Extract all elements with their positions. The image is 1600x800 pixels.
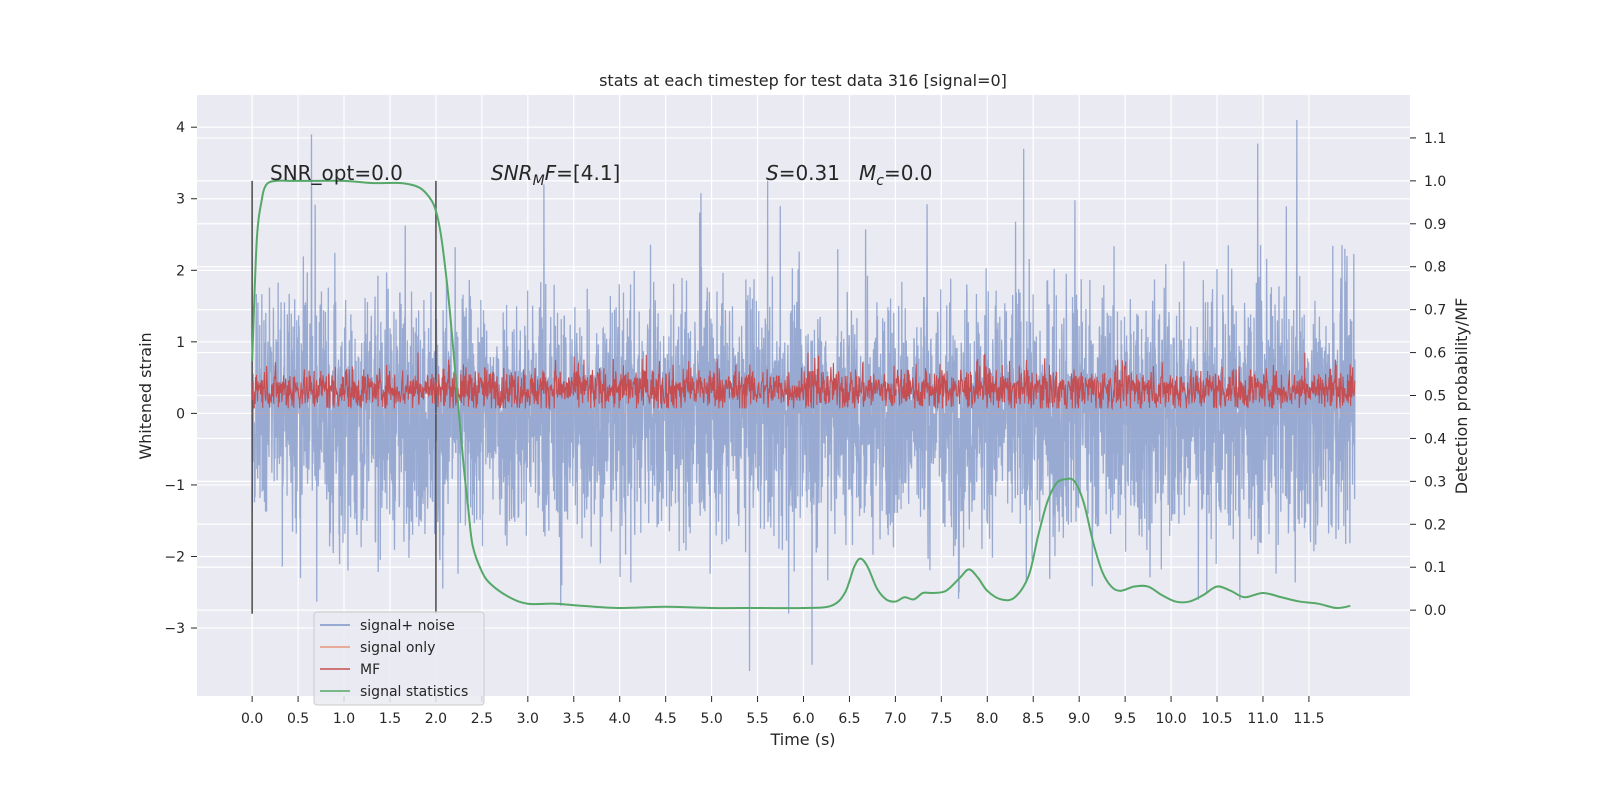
y-tick-label: −3 — [164, 621, 185, 637]
annotation-mc: Mc=0.0 — [859, 161, 933, 189]
y-right-axis-ticks: 1.1 1.0 0.9 0.8 0.7 0.6 0.5 0.4 0.3 0.2 0.1 0.0 — [1410, 131, 1446, 619]
signal-statistics-series — [251, 179, 1351, 610]
x-tick-label: 9.5 — [1114, 711, 1136, 727]
x-tick-label: 5.5 — [746, 711, 768, 727]
x-tick-label: 6.5 — [838, 711, 860, 727]
y-axis-ticks: 4 3 2 1 0 −1 −2 −3 — [164, 120, 197, 637]
y-right-axis-label: Detection probability/MF — [1452, 298, 1471, 495]
y-axis-label: Whitened strain — [136, 332, 155, 459]
x-axis-ticks: 0.0 0.5 1.0 1.5 2.0 2.5 3.0 3.5 4.0 4.5 5.0 5.5 6.0 6… — [241, 696, 1325, 727]
y-right-tick-label: 1.1 — [1424, 131, 1446, 147]
y-right-tick-label: 0.8 — [1424, 260, 1446, 276]
y-right-tick-label: 0.3 — [1424, 474, 1446, 490]
y-right-tick-label: 0.7 — [1424, 303, 1446, 319]
x-tick-label: 8.5 — [1022, 711, 1044, 727]
annotations: SNR_opt=0.0 SNRMF=[4.1] S=0.31 Mc=0.0 — [270, 161, 933, 189]
legend-entry-signal-only: signal only — [320, 640, 435, 656]
legend-label: signal statistics — [360, 684, 468, 700]
x-tick-label: 11.0 — [1247, 711, 1278, 727]
chart-title: stats at each timestep for test data 316… — [599, 71, 1007, 90]
x-tick-label: 1.5 — [379, 711, 401, 727]
y-tick-label: 3 — [176, 192, 185, 208]
x-tick-label: 7.0 — [884, 711, 906, 727]
annotation-s: S=0.31 — [766, 161, 840, 185]
legend-entry-signal-statistics: signal statistics — [320, 684, 468, 700]
x-tick-label: 0.0 — [241, 711, 263, 727]
x-tick-label: 1.0 — [333, 711, 355, 727]
legend-label: signal+ noise — [360, 618, 455, 634]
x-axis-label: Time (s) — [769, 730, 835, 749]
x-tick-label: 11.5 — [1293, 711, 1324, 727]
legend-label: MF — [360, 662, 380, 678]
signal-statistics-line — [251, 179, 1351, 610]
y-tick-label: −2 — [164, 549, 185, 565]
annotation-snr-mf: SNRMF=[4.1] — [491, 161, 620, 189]
y-tick-label: 4 — [176, 120, 185, 136]
x-tick-label: 4.5 — [655, 711, 677, 727]
y-tick-label: 0 — [176, 406, 185, 422]
legend-label: signal only — [360, 640, 435, 656]
x-tick-label: 2.0 — [425, 711, 447, 727]
legend-box — [313, 611, 485, 706]
y-right-tick-label: 0.1 — [1424, 560, 1446, 576]
y-right-tick-label: 1.0 — [1424, 174, 1446, 190]
x-tick-label: 10.5 — [1201, 711, 1232, 727]
y-right-tick-label: 0.6 — [1424, 346, 1446, 362]
y-right-tick-label: 0.5 — [1424, 389, 1446, 405]
y-right-tick-label: 0.2 — [1424, 517, 1446, 533]
x-tick-label: 6.0 — [792, 711, 814, 727]
x-tick-label: 4.0 — [609, 711, 631, 727]
x-tick-label: 7.5 — [930, 711, 952, 727]
y-right-tick-label: 0.0 — [1424, 603, 1446, 619]
legend-entry-mf: MF — [320, 662, 380, 678]
x-tick-label: 3.5 — [563, 711, 585, 727]
y-tick-label: 1 — [176, 335, 185, 351]
x-tick-label: 9.0 — [1068, 711, 1090, 727]
y-tick-label: 2 — [176, 263, 185, 279]
mf-line — [251, 352, 1356, 411]
y-right-tick-label: 0.4 — [1424, 431, 1446, 447]
mf-series — [251, 352, 1356, 411]
legend-entry-signal-noise: signal+ noise — [320, 618, 455, 634]
x-tick-label: 10.0 — [1155, 711, 1186, 727]
legend: signal+ noise signal only MF signal stat… — [313, 611, 485, 706]
x-tick-label: 2.5 — [471, 711, 493, 727]
x-tick-label: 3.0 — [517, 711, 539, 727]
x-tick-label: 5.0 — [700, 711, 722, 727]
y-tick-label: −1 — [164, 478, 185, 494]
annotation-snr-opt: SNR_opt=0.0 — [270, 161, 403, 185]
x-tick-label: 0.5 — [287, 711, 309, 727]
y-right-tick-label: 0.9 — [1424, 217, 1446, 233]
x-tick-label: 8.0 — [976, 711, 998, 727]
